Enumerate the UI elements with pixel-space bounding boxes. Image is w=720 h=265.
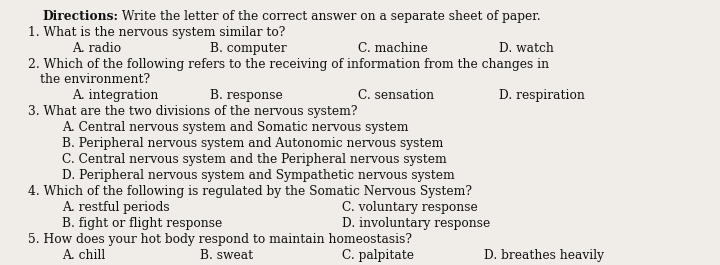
Text: 1. What is the nervous system similar to?: 1. What is the nervous system similar to… — [28, 26, 285, 39]
Text: Directions:: Directions: — [42, 10, 118, 23]
Text: C. sensation: C. sensation — [358, 89, 434, 102]
Text: the environment?: the environment? — [40, 73, 150, 86]
Text: B. response: B. response — [210, 89, 283, 102]
Text: C. Central nervous system and the Peripheral nervous system: C. Central nervous system and the Periph… — [62, 153, 446, 166]
Text: D. respiration: D. respiration — [499, 89, 585, 102]
Text: A. integration: A. integration — [72, 89, 158, 102]
Text: C. machine: C. machine — [358, 42, 428, 55]
Text: 5. How does your hot body respond to maintain homeostasis?: 5. How does your hot body respond to mai… — [28, 233, 412, 246]
Text: B. sweat: B. sweat — [200, 249, 253, 262]
Text: D. involuntary response: D. involuntary response — [342, 217, 490, 230]
Text: C. palpitate: C. palpitate — [342, 249, 414, 262]
Text: C. voluntary response: C. voluntary response — [342, 201, 478, 214]
Text: Write the letter of the correct answer on a separate sheet of paper.: Write the letter of the correct answer o… — [118, 10, 541, 23]
Text: B. computer: B. computer — [210, 42, 287, 55]
Text: 2. Which of the following refers to the receiving of information from the change: 2. Which of the following refers to the … — [28, 58, 549, 71]
Text: D. Peripheral nervous system and Sympathetic nervous system: D. Peripheral nervous system and Sympath… — [62, 169, 455, 182]
Text: 3. What are the two divisions of the nervous system?: 3. What are the two divisions of the ner… — [28, 105, 358, 118]
Text: A. chill: A. chill — [62, 249, 105, 262]
Text: 4. Which of the following is regulated by the Somatic Nervous System?: 4. Which of the following is regulated b… — [28, 185, 472, 198]
Text: B. fight or flight response: B. fight or flight response — [62, 217, 222, 230]
Text: B. Peripheral nervous system and Autonomic nervous system: B. Peripheral nervous system and Autonom… — [62, 137, 444, 150]
Text: A. radio: A. radio — [72, 42, 121, 55]
Text: D. watch: D. watch — [499, 42, 554, 55]
Text: D. breathes heavily: D. breathes heavily — [484, 249, 604, 262]
Text: A. Central nervous system and Somatic nervous system: A. Central nervous system and Somatic ne… — [62, 121, 408, 134]
Text: A. restful periods: A. restful periods — [62, 201, 170, 214]
